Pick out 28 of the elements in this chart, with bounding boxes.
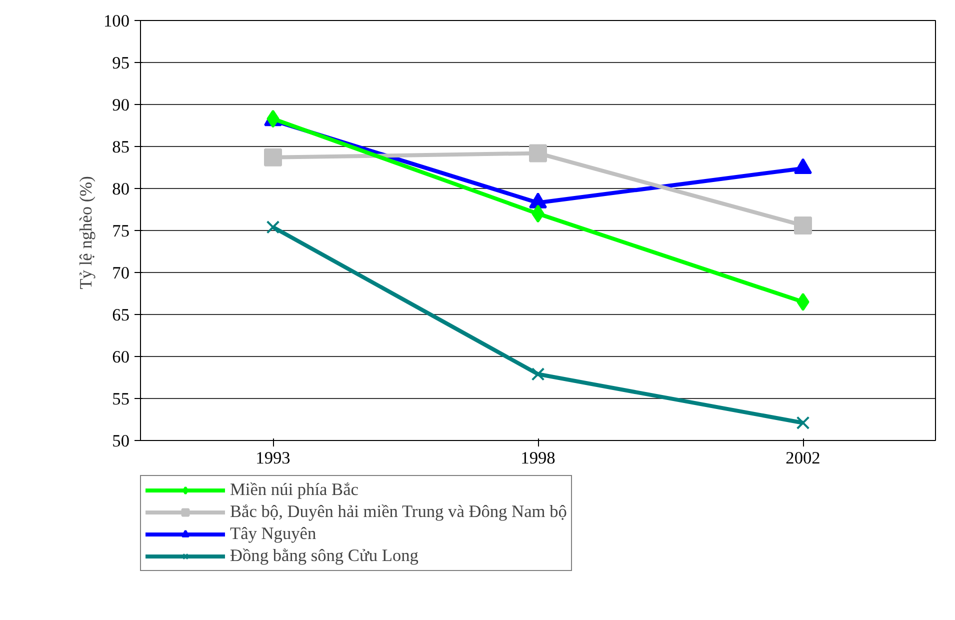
legend-label: Tây Nguyên xyxy=(230,524,316,544)
point xyxy=(796,292,810,311)
legend-label: Miền núi phía Bắc xyxy=(230,480,358,500)
point xyxy=(794,216,812,234)
y-tick-label: 55 xyxy=(112,390,130,408)
x-tick-label: 1998 xyxy=(520,448,556,468)
y-tick-label: 80 xyxy=(112,180,130,198)
y-tick-label: 70 xyxy=(112,264,130,282)
point xyxy=(532,204,544,223)
point xyxy=(531,367,545,381)
point xyxy=(266,110,280,128)
y-tick-label: 65 xyxy=(112,306,130,324)
point xyxy=(796,416,810,430)
y-tick-label: 60 xyxy=(112,348,130,366)
point xyxy=(264,148,282,166)
y-tick-label: 90 xyxy=(112,96,130,114)
x-tick-label: 2002 xyxy=(786,448,820,468)
legend-label: Đồng bằng sông Cửu Long xyxy=(230,546,418,566)
y-tick-label: 100 xyxy=(104,12,130,30)
y-tick-label: 95 xyxy=(112,54,130,72)
y-tick-label: 75 xyxy=(112,222,130,240)
point xyxy=(529,144,547,162)
legend-label: Bắc bộ, Duyên hải miền Trung và Đông Nam bộ xyxy=(230,502,567,522)
x-tick-label: 1993 xyxy=(256,448,290,468)
point xyxy=(266,220,280,234)
y-tick-label: 50 xyxy=(112,432,130,450)
y-tick-label: 85 xyxy=(112,138,130,156)
y-axis-title: Tỷ lệ nghèo (%) xyxy=(76,176,96,290)
